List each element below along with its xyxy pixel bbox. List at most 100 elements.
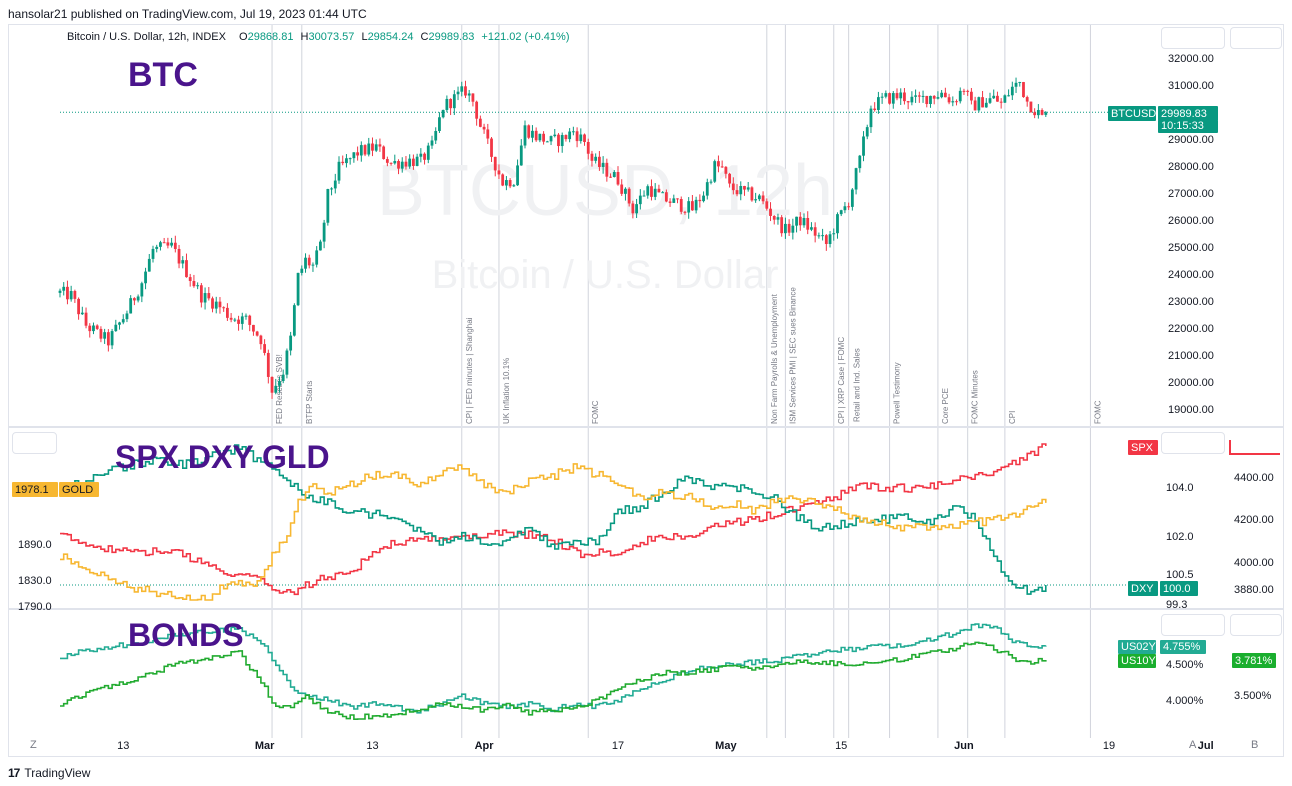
candle-body	[203, 293, 207, 303]
candle-body	[932, 95, 936, 99]
pane3-scale-button[interactable]	[1161, 614, 1225, 636]
zoom-button[interactable]: Z	[30, 739, 37, 751]
candle-body	[263, 344, 266, 353]
candle-body	[356, 152, 359, 156]
candle-body	[371, 143, 374, 151]
candle-body	[207, 293, 211, 299]
candle-body	[903, 92, 906, 102]
candle-body	[598, 156, 601, 167]
candle-body	[720, 166, 724, 168]
x-tick: 17	[612, 740, 624, 752]
candle-body	[579, 134, 583, 142]
candle-body	[821, 235, 824, 237]
candle-body	[445, 98, 449, 110]
pane2-left-button[interactable]	[12, 432, 57, 454]
candle-body	[817, 235, 821, 237]
x-tick: 19	[1103, 740, 1115, 752]
candle-body	[430, 140, 434, 146]
event-label: ISM Services PMI | SEC sues Binance	[788, 287, 797, 424]
candle-body	[505, 180, 508, 186]
candle-body	[549, 136, 553, 142]
candle-body	[516, 165, 519, 186]
candle-body	[367, 143, 371, 155]
candle-body	[631, 203, 635, 214]
candle-body	[899, 92, 903, 99]
candle-body	[233, 319, 237, 321]
x-tick: Jun	[954, 740, 974, 752]
us10y-value-badge-bg	[1232, 653, 1276, 668]
btc-y-tick: 19000.00	[1168, 404, 1214, 416]
candle-body	[218, 301, 222, 308]
candle-body	[58, 290, 62, 293]
candle-body	[888, 93, 891, 104]
candle-body	[162, 242, 166, 244]
candle-body	[1033, 112, 1037, 116]
x-tick: 13	[366, 740, 378, 752]
candle-body	[385, 159, 389, 163]
candle-body	[910, 96, 914, 103]
candle-body	[873, 108, 877, 110]
candle-body	[337, 161, 341, 181]
candle-body	[854, 168, 858, 190]
btc-y-tick: 29000.00	[1168, 134, 1214, 146]
candle-body	[709, 181, 713, 183]
spx-y-tick: 4400.00	[1234, 472, 1274, 484]
candle-body	[791, 225, 795, 233]
candle-body	[746, 187, 750, 190]
candle-body	[426, 145, 430, 160]
candle-body	[772, 215, 776, 220]
candle-body	[464, 86, 467, 96]
candle-body	[832, 233, 836, 235]
candle-body	[594, 156, 598, 161]
candle-body	[545, 141, 549, 143]
candle-body	[133, 298, 136, 301]
footer-brand[interactable]: TradingView	[24, 766, 91, 780]
auto-scale-button[interactable]: A	[1189, 739, 1197, 751]
candle-body	[173, 242, 177, 249]
candle-body	[80, 312, 84, 315]
candle-body	[278, 381, 281, 386]
candle-body	[947, 97, 951, 103]
candle-body	[352, 152, 356, 159]
candle-body	[490, 138, 493, 157]
candle-body	[754, 199, 758, 201]
candle-body	[765, 201, 769, 209]
series-dxy	[60, 444, 1047, 595]
candle-body	[691, 201, 694, 211]
candle-body	[106, 332, 110, 346]
candle-body	[359, 145, 363, 156]
candle-body	[110, 331, 114, 346]
candle-body	[917, 95, 921, 97]
candle-body	[839, 210, 843, 215]
candle-body	[679, 199, 683, 212]
candle-body	[717, 161, 720, 167]
candle-body	[136, 296, 140, 301]
candle-body	[668, 201, 672, 203]
candle-body	[776, 217, 780, 220]
candle-body	[486, 129, 490, 139]
top-scale-button-2[interactable]	[1230, 27, 1282, 49]
candle-body	[624, 188, 627, 194]
pane3-scale-button-2[interactable]	[1230, 614, 1282, 636]
candle-body	[389, 162, 393, 164]
candle-body	[289, 335, 293, 351]
event-label: CPI | FED minutes | Shanghai	[465, 317, 474, 424]
btc-y-tick: 26000.00	[1168, 215, 1214, 227]
candle-body	[538, 133, 542, 141]
candle-body	[970, 91, 973, 101]
candle-body	[226, 307, 229, 318]
us02y-value-badge-bg	[1160, 640, 1206, 654]
candle-body	[575, 131, 579, 142]
pane2-scale-button[interactable]	[1161, 432, 1225, 454]
candle-body	[1029, 101, 1033, 113]
log-scale-button[interactable]: B	[1251, 739, 1259, 751]
x-tick: Mar	[255, 740, 275, 752]
candle-body	[304, 257, 307, 269]
top-scale-button[interactable]	[1161, 27, 1225, 49]
btc-y-tick: 21000.00	[1168, 350, 1214, 362]
candle-body	[534, 130, 538, 141]
candle-body	[1007, 95, 1010, 97]
btc-countdown-badge: 10:15:33	[1161, 120, 1204, 132]
gold-price-badge: 1978.1	[15, 484, 49, 496]
